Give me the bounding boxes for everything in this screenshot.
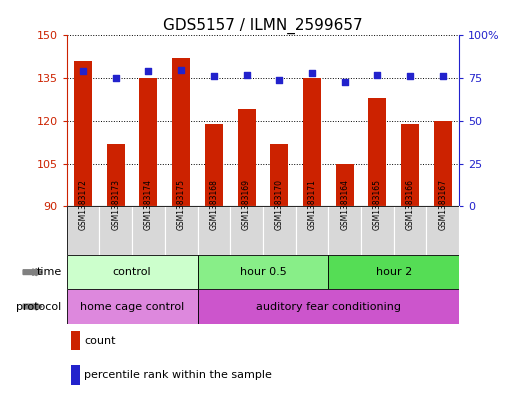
Bar <box>67 289 198 324</box>
Bar <box>132 206 165 255</box>
Point <box>79 68 87 74</box>
Bar <box>328 206 361 255</box>
Bar <box>165 206 198 255</box>
Text: GSM1383168: GSM1383168 <box>209 179 219 230</box>
Point <box>341 78 349 84</box>
Bar <box>394 206 426 255</box>
Bar <box>198 206 230 255</box>
Point <box>373 72 382 78</box>
Text: GSM1383166: GSM1383166 <box>406 179 415 230</box>
Bar <box>434 121 452 206</box>
Bar <box>74 61 92 206</box>
Bar <box>100 206 132 255</box>
Text: control: control <box>113 267 151 277</box>
Bar <box>230 206 263 255</box>
Point <box>144 68 152 74</box>
Bar <box>71 365 81 385</box>
Bar <box>198 255 328 289</box>
Point <box>275 77 283 83</box>
Bar <box>205 124 223 206</box>
Point <box>210 73 218 79</box>
Text: GSM1383164: GSM1383164 <box>340 179 349 230</box>
Text: GSM1383174: GSM1383174 <box>144 179 153 230</box>
Text: GSM1383169: GSM1383169 <box>242 179 251 230</box>
Text: GSM1383170: GSM1383170 <box>275 179 284 230</box>
Text: GSM1383167: GSM1383167 <box>438 179 447 230</box>
Text: count: count <box>84 336 116 346</box>
Title: GDS5157 / ILMN_2599657: GDS5157 / ILMN_2599657 <box>163 18 363 34</box>
Bar <box>67 255 198 289</box>
Text: home cage control: home cage control <box>80 301 184 312</box>
Text: hour 2: hour 2 <box>376 267 412 277</box>
Bar <box>328 255 459 289</box>
Bar <box>426 206 459 255</box>
Bar <box>67 206 100 255</box>
Point <box>439 73 447 79</box>
Bar <box>172 58 190 206</box>
Text: hour 0.5: hour 0.5 <box>240 267 286 277</box>
Point <box>243 72 251 78</box>
Text: GSM1383175: GSM1383175 <box>176 179 186 230</box>
Text: GSM1383173: GSM1383173 <box>111 179 120 230</box>
Bar <box>71 331 81 351</box>
Bar <box>238 110 255 206</box>
Bar <box>140 78 157 206</box>
Bar <box>401 124 419 206</box>
Point <box>112 75 120 81</box>
Bar <box>263 206 295 255</box>
Text: percentile rank within the sample: percentile rank within the sample <box>84 370 272 380</box>
Bar <box>270 143 288 206</box>
Text: protocol: protocol <box>16 301 62 312</box>
Bar <box>361 206 394 255</box>
Text: auditory fear conditioning: auditory fear conditioning <box>256 301 401 312</box>
Bar <box>295 206 328 255</box>
Bar <box>336 163 353 206</box>
Text: time: time <box>36 267 62 277</box>
Text: GSM1383172: GSM1383172 <box>78 179 88 230</box>
Text: GSM1383171: GSM1383171 <box>307 179 317 230</box>
Bar <box>198 289 459 324</box>
Text: GSM1383165: GSM1383165 <box>373 179 382 230</box>
Point <box>406 73 414 79</box>
Bar <box>368 98 386 206</box>
Bar <box>303 78 321 206</box>
Bar <box>107 143 125 206</box>
Point <box>177 66 185 73</box>
Point <box>308 70 316 76</box>
